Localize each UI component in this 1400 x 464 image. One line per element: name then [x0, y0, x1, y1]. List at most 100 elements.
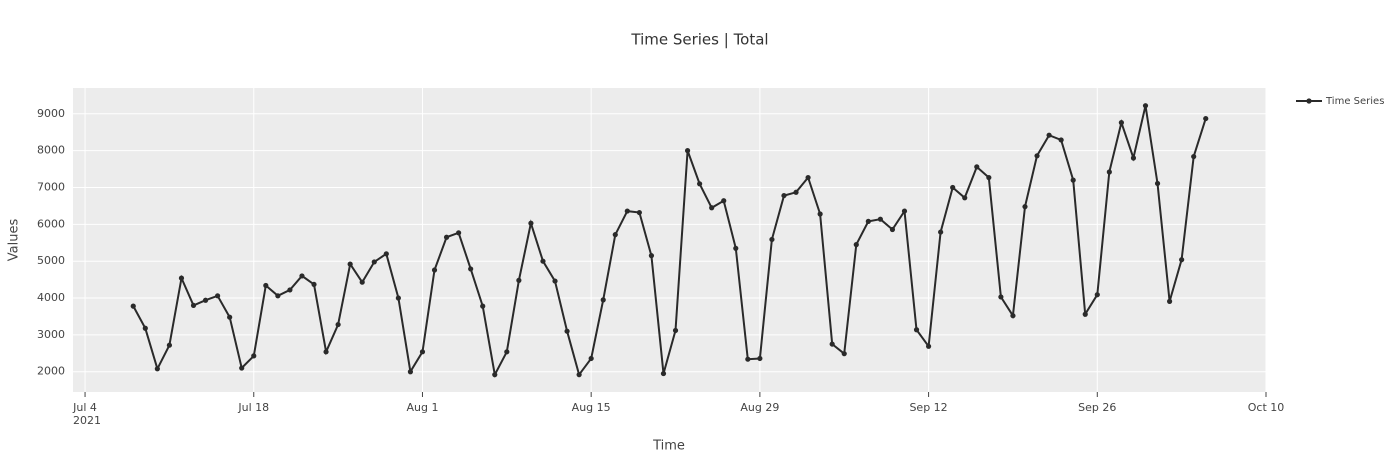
x-tick-label: Aug 15 [572, 401, 611, 414]
y-tick-label: 4000 [37, 291, 65, 304]
data-point [383, 251, 389, 257]
y-tick-label: 9000 [37, 107, 65, 120]
data-point [709, 205, 715, 211]
data-point [251, 353, 257, 359]
y-tick-label: 6000 [37, 217, 65, 230]
data-point [335, 321, 341, 328]
data-point [287, 287, 293, 293]
data-point [853, 242, 859, 248]
data-point [1118, 120, 1124, 126]
data-point [841, 351, 847, 357]
data-point [1070, 177, 1076, 183]
x-tick-label: Oct 10 [1248, 401, 1285, 414]
data-point [263, 282, 269, 289]
y-tick-label: 8000 [37, 144, 65, 157]
data-point [889, 226, 896, 233]
data-point [1166, 298, 1173, 304]
data-point [829, 341, 835, 347]
data-point [1034, 153, 1040, 159]
data-point [1203, 115, 1209, 122]
data-point [672, 327, 679, 334]
data-point [552, 278, 558, 284]
data-point [239, 365, 245, 371]
data-point [1179, 257, 1185, 263]
data-point [684, 148, 691, 154]
data-point [1154, 180, 1161, 187]
data-point [492, 372, 498, 378]
data-point [588, 355, 594, 362]
x-tick-label: Sep 26 [1078, 401, 1116, 414]
data-point [359, 279, 365, 285]
data-point [347, 261, 353, 267]
data-point [130, 303, 136, 309]
data-point [913, 327, 920, 333]
data-point [901, 208, 908, 214]
data-point [660, 370, 667, 377]
data-point [215, 293, 221, 299]
data-point [178, 275, 185, 281]
data-point [781, 192, 787, 199]
y-tick-label: 2000 [37, 365, 65, 378]
y-tick-label: 3000 [37, 328, 65, 341]
data-point [769, 236, 775, 243]
data-point [419, 349, 426, 355]
data-point [817, 211, 823, 217]
data-point [190, 302, 197, 309]
data-point [227, 314, 233, 320]
data-point [516, 277, 522, 283]
data-point [865, 218, 871, 224]
x-tick-label: Aug 29 [740, 401, 779, 414]
data-point [805, 174, 811, 181]
data-point [431, 267, 438, 273]
y-tick-label: 5000 [37, 254, 65, 267]
data-point [721, 198, 727, 204]
y-axis-title: Values [7, 219, 22, 262]
data-point [925, 343, 932, 349]
data-point [564, 328, 570, 334]
data-point [757, 355, 763, 362]
data-point [1191, 153, 1197, 160]
data-point [950, 184, 956, 191]
legend-label: Time Series [1325, 96, 1384, 107]
data-point [1106, 169, 1112, 175]
data-point [154, 366, 160, 372]
legend-marker [1306, 98, 1312, 104]
data-point [407, 369, 414, 375]
data-point [371, 259, 377, 265]
data-point [1058, 137, 1064, 143]
data-point [600, 297, 606, 303]
data-point [142, 325, 148, 331]
data-point [468, 266, 474, 272]
data-point [1082, 311, 1088, 317]
data-point [275, 293, 281, 299]
x-tick-label: Jul 18 [237, 401, 269, 414]
data-point [612, 232, 618, 238]
data-point [877, 216, 883, 222]
data-point [1094, 292, 1100, 298]
data-point [311, 281, 317, 288]
data-point [576, 372, 582, 378]
x-tick-label: Jul 4 2021 [72, 401, 101, 427]
data-point [299, 273, 305, 279]
data-point [624, 208, 630, 214]
data-point [648, 253, 655, 259]
data-point [540, 258, 546, 264]
data-point [1130, 155, 1137, 161]
data-point [962, 195, 968, 201]
data-point [480, 303, 486, 309]
plot-background [73, 88, 1266, 392]
data-point [1046, 132, 1052, 138]
data-point [636, 209, 642, 216]
data-point [745, 356, 751, 362]
data-point [1142, 103, 1149, 109]
data-point [323, 349, 329, 355]
data-point [456, 230, 462, 236]
x-tick-label: Sep 12 [909, 401, 947, 414]
data-point [166, 342, 173, 348]
data-point [528, 220, 534, 226]
x-axis-title: Time [652, 439, 685, 454]
data-point [504, 349, 510, 355]
data-point [938, 229, 944, 235]
data-point [202, 297, 209, 303]
